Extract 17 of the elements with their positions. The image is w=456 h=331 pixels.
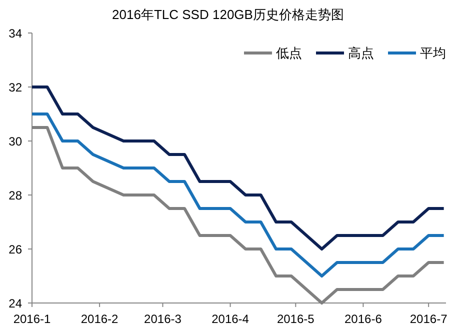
legend-label: 高点 — [348, 46, 374, 60]
x-tick-label: 2016-5 — [276, 312, 315, 326]
legend-label: 平均 — [420, 46, 446, 60]
y-tick-label: 32 — [8, 80, 22, 94]
y-tick-label: 26 — [8, 242, 22, 256]
x-tick-label: 2016-4 — [212, 312, 250, 326]
x-tick-label: 2016-1 — [13, 312, 52, 326]
legend-label: 低点 — [276, 46, 302, 60]
x-tick-label: 2016-2 — [80, 312, 119, 326]
x-tick-label: 2016-6 — [344, 312, 382, 326]
x-tick-label: 2016-7 — [410, 312, 448, 326]
y-tick-label: 24 — [8, 296, 22, 310]
chart-title: 2016年TLC SSD 120GB历史价格走势图 — [112, 7, 344, 22]
y-tick-label: 34 — [8, 26, 22, 40]
x-tick-label: 2016-3 — [144, 312, 182, 326]
y-tick-label: 28 — [8, 188, 22, 202]
y-tick-label: 30 — [8, 134, 22, 148]
